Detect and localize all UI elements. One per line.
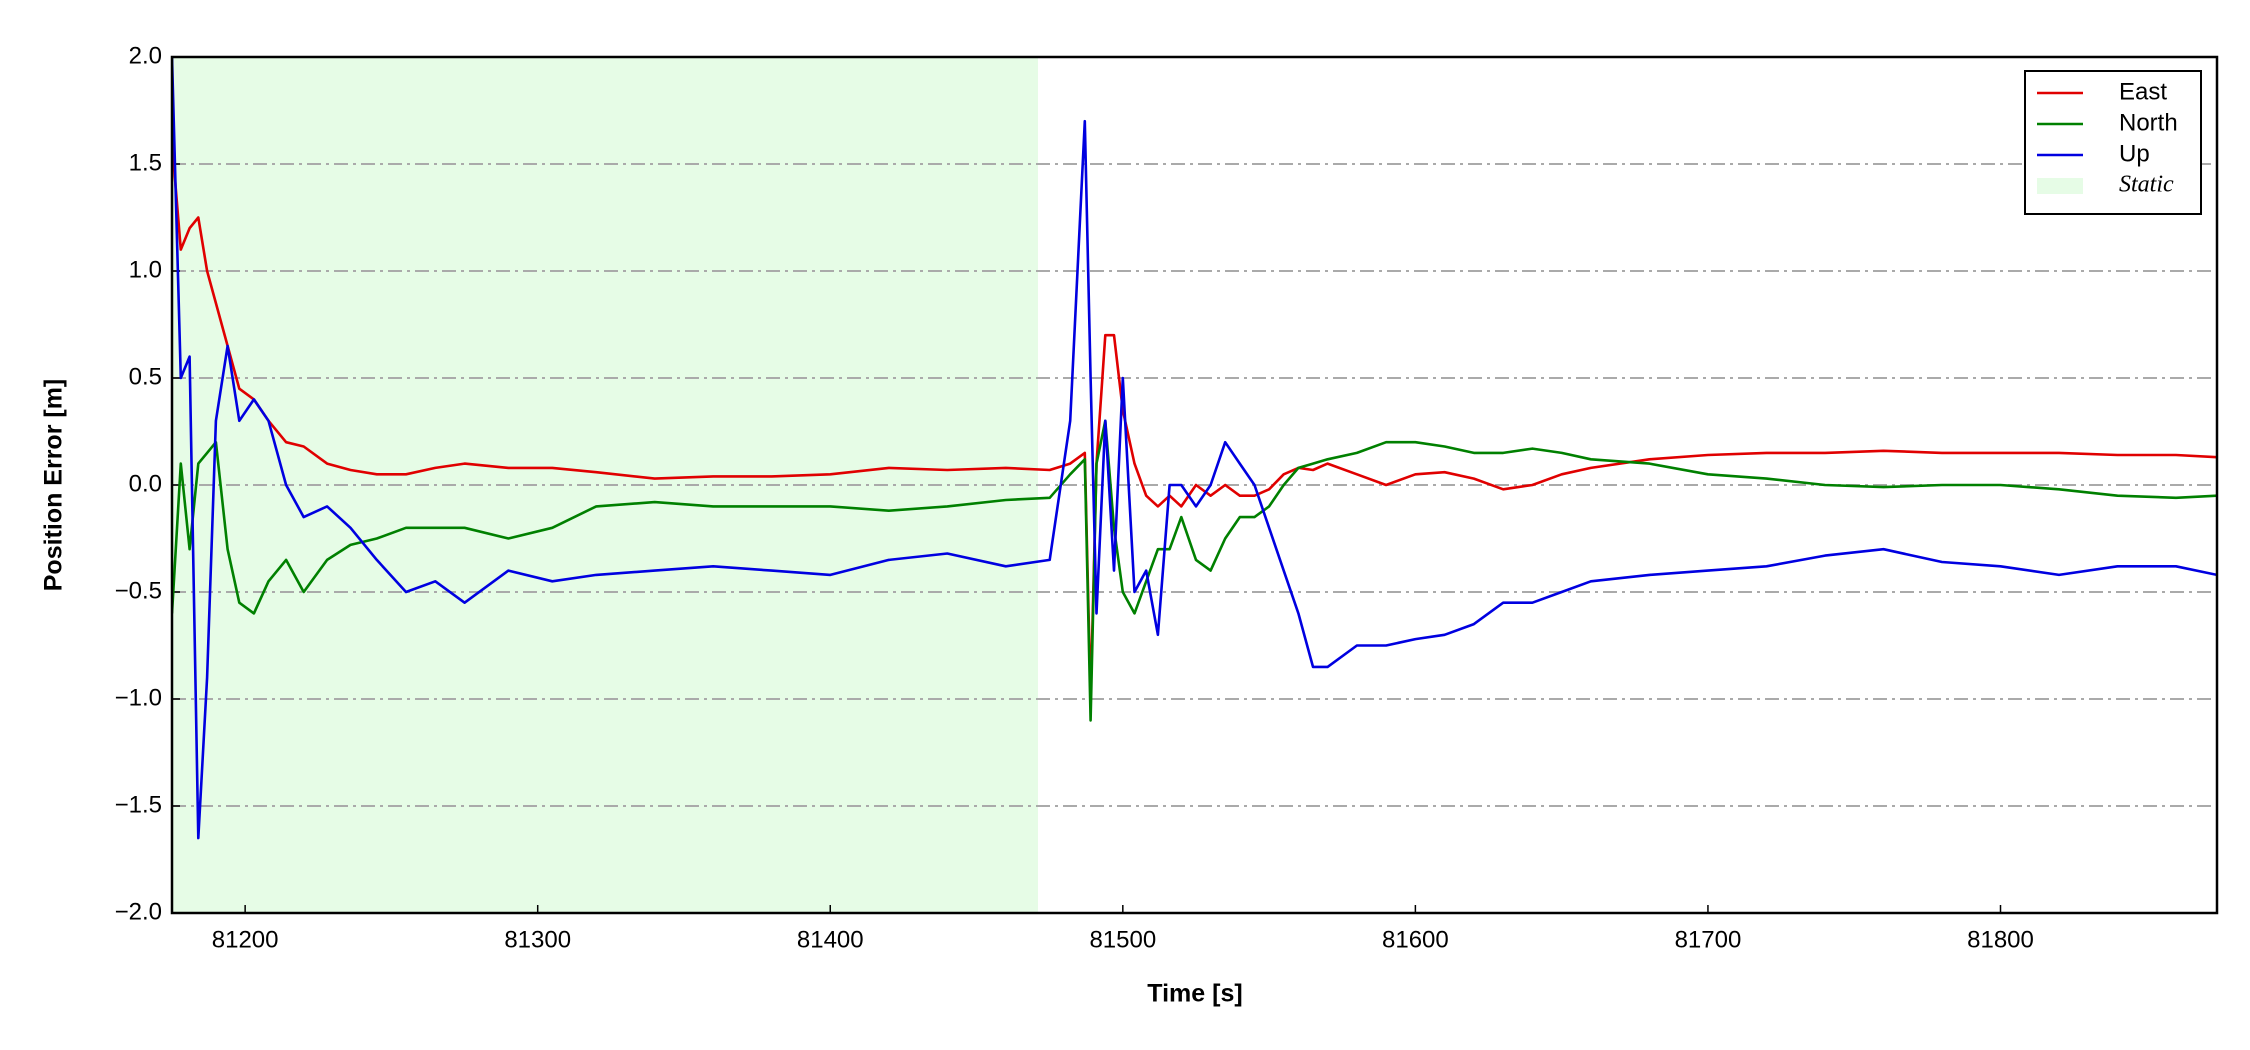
- legend-label: East: [2119, 78, 2167, 105]
- legend-label: Up: [2119, 140, 2150, 167]
- y-tick-label: −0.5: [115, 577, 162, 604]
- y-tick-label: 0.5: [129, 363, 162, 390]
- legend-label: Static: [2119, 172, 2174, 198]
- legend-label: North: [2119, 109, 2178, 136]
- series-line: [172, 419, 2217, 722]
- x-tick-label: 81200: [212, 926, 279, 953]
- y-tick-label: −2.0: [115, 898, 162, 925]
- x-tick-label: 81600: [1382, 926, 1449, 953]
- x-tick-label: 81500: [1089, 926, 1156, 953]
- x-tick-label: 81800: [1967, 926, 2034, 953]
- y-tick-label: 0.0: [129, 470, 162, 497]
- y-tick-label: 1.5: [129, 149, 162, 176]
- x-axis-label: Time [s]: [1147, 980, 1242, 1008]
- series-line: [172, 142, 2217, 701]
- y-tick-label: 2.0: [129, 42, 162, 69]
- y-tick-label: −1.0: [115, 684, 162, 711]
- x-tick-label: 81300: [504, 926, 571, 953]
- series-line: [172, 57, 2217, 840]
- plot-frame: [170, 55, 2219, 915]
- x-tick-label: 81700: [1675, 926, 1742, 953]
- y-tick-label: −1.5: [115, 791, 162, 818]
- legend-swatch: [2037, 178, 2083, 194]
- y-axis-label: Position Error [m]: [40, 379, 68, 592]
- x-tick-label: 81400: [797, 926, 864, 953]
- y-tick-label: 1.0: [129, 256, 162, 283]
